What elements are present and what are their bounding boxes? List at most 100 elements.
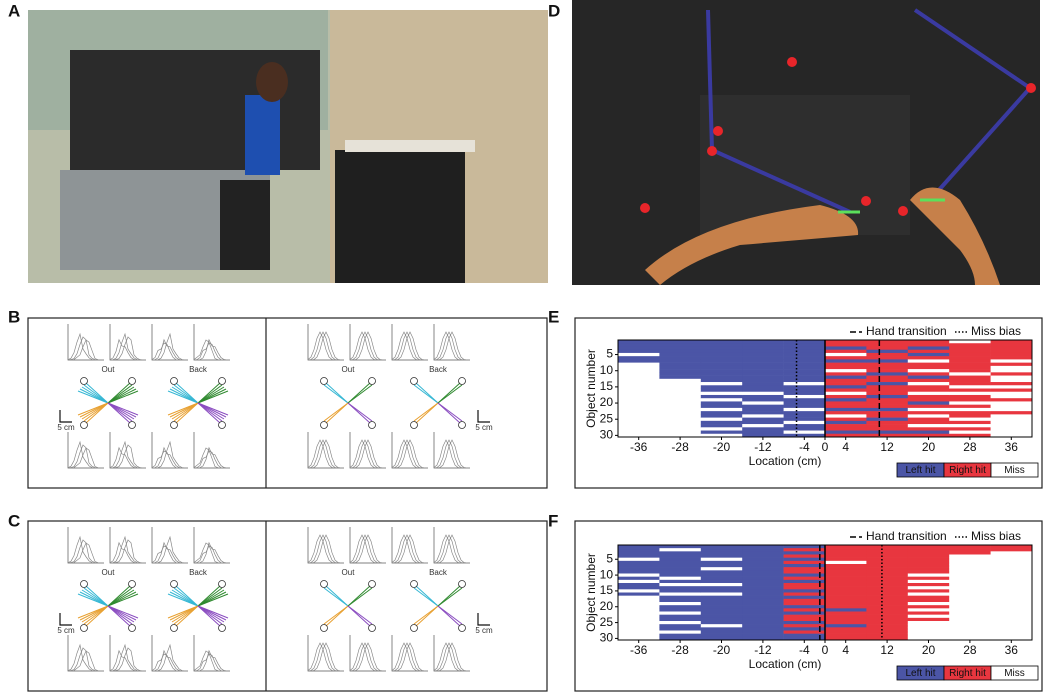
x-tick-label: -36 [630,440,648,454]
cell [866,605,909,609]
cell [618,592,660,596]
cell [618,430,660,435]
cell [949,362,991,367]
cell [659,548,702,552]
cell [618,551,660,555]
cell [618,414,660,418]
cell [659,608,702,612]
cell [783,420,826,425]
cell [990,560,1033,565]
cell [990,624,1033,628]
target [170,580,178,588]
speed-axis [151,432,188,469]
cell [990,378,1033,383]
cell [907,430,950,435]
cell [783,427,826,431]
cell [990,359,1033,363]
cell [990,573,1033,577]
speed-axis [349,527,386,564]
speed-trace [109,649,147,672]
cell [659,433,702,438]
speed-axis [307,432,344,469]
condition-label: Back [189,365,208,374]
speed-axis [433,432,470,469]
cell [700,633,743,638]
speed-axis [193,527,230,564]
trajectory [437,605,463,625]
speed-trace [307,439,345,469]
speed-trace [349,331,387,361]
y-tick-label: 25 [600,411,614,425]
target [80,421,88,429]
cell [783,378,826,383]
cell [907,359,950,363]
cell [907,369,950,373]
speed-trace [307,534,345,564]
cell [825,362,867,367]
cell [618,420,660,425]
cell [700,411,743,415]
condition-label: Out [342,365,356,374]
y-tick-label: 15 [600,379,614,393]
cell [949,343,991,347]
speed-trace [391,642,429,672]
cell [866,557,909,562]
cell [907,375,950,380]
cell [825,567,867,571]
cell [618,617,660,622]
cell [783,617,826,622]
cell [742,417,784,422]
cell [949,414,991,418]
cell [700,624,743,628]
target [458,624,466,632]
speed-trace [193,545,231,564]
cell [700,605,743,609]
cell [618,362,660,367]
target [368,421,376,429]
x-tick-label: 4 [842,643,849,657]
cell [866,391,909,396]
speed-trace [433,534,471,564]
cell [783,602,826,606]
cell [825,369,867,373]
cell [700,564,743,568]
cell [742,608,784,612]
cell [783,356,826,360]
cell [659,424,702,428]
speed-trace [307,642,345,672]
cell [949,359,991,363]
cell [949,611,991,615]
cell [866,398,909,402]
cell [825,394,867,399]
cell [866,365,909,370]
y-axis-label: Object number [584,553,598,632]
cell [949,433,991,438]
cell [949,378,991,383]
cell [659,401,702,405]
cell [783,340,826,344]
cell [949,382,991,386]
cell [659,346,702,350]
cell [618,583,660,587]
target [128,421,136,429]
speed-trace [349,439,387,469]
trajectory [437,402,463,422]
cell [866,573,909,577]
cell [659,595,702,600]
cell [700,359,743,363]
cell [949,592,991,596]
cell [949,554,991,558]
speed-trace [391,439,429,469]
trajectory [107,605,139,619]
cell [907,398,950,402]
cell [990,602,1033,606]
cell [700,343,743,347]
target [170,377,178,385]
cell [783,595,826,600]
cell [907,589,950,593]
speed-axis [349,432,386,469]
cell [907,417,950,422]
trajectory [167,390,199,404]
speed-axis [193,324,230,361]
